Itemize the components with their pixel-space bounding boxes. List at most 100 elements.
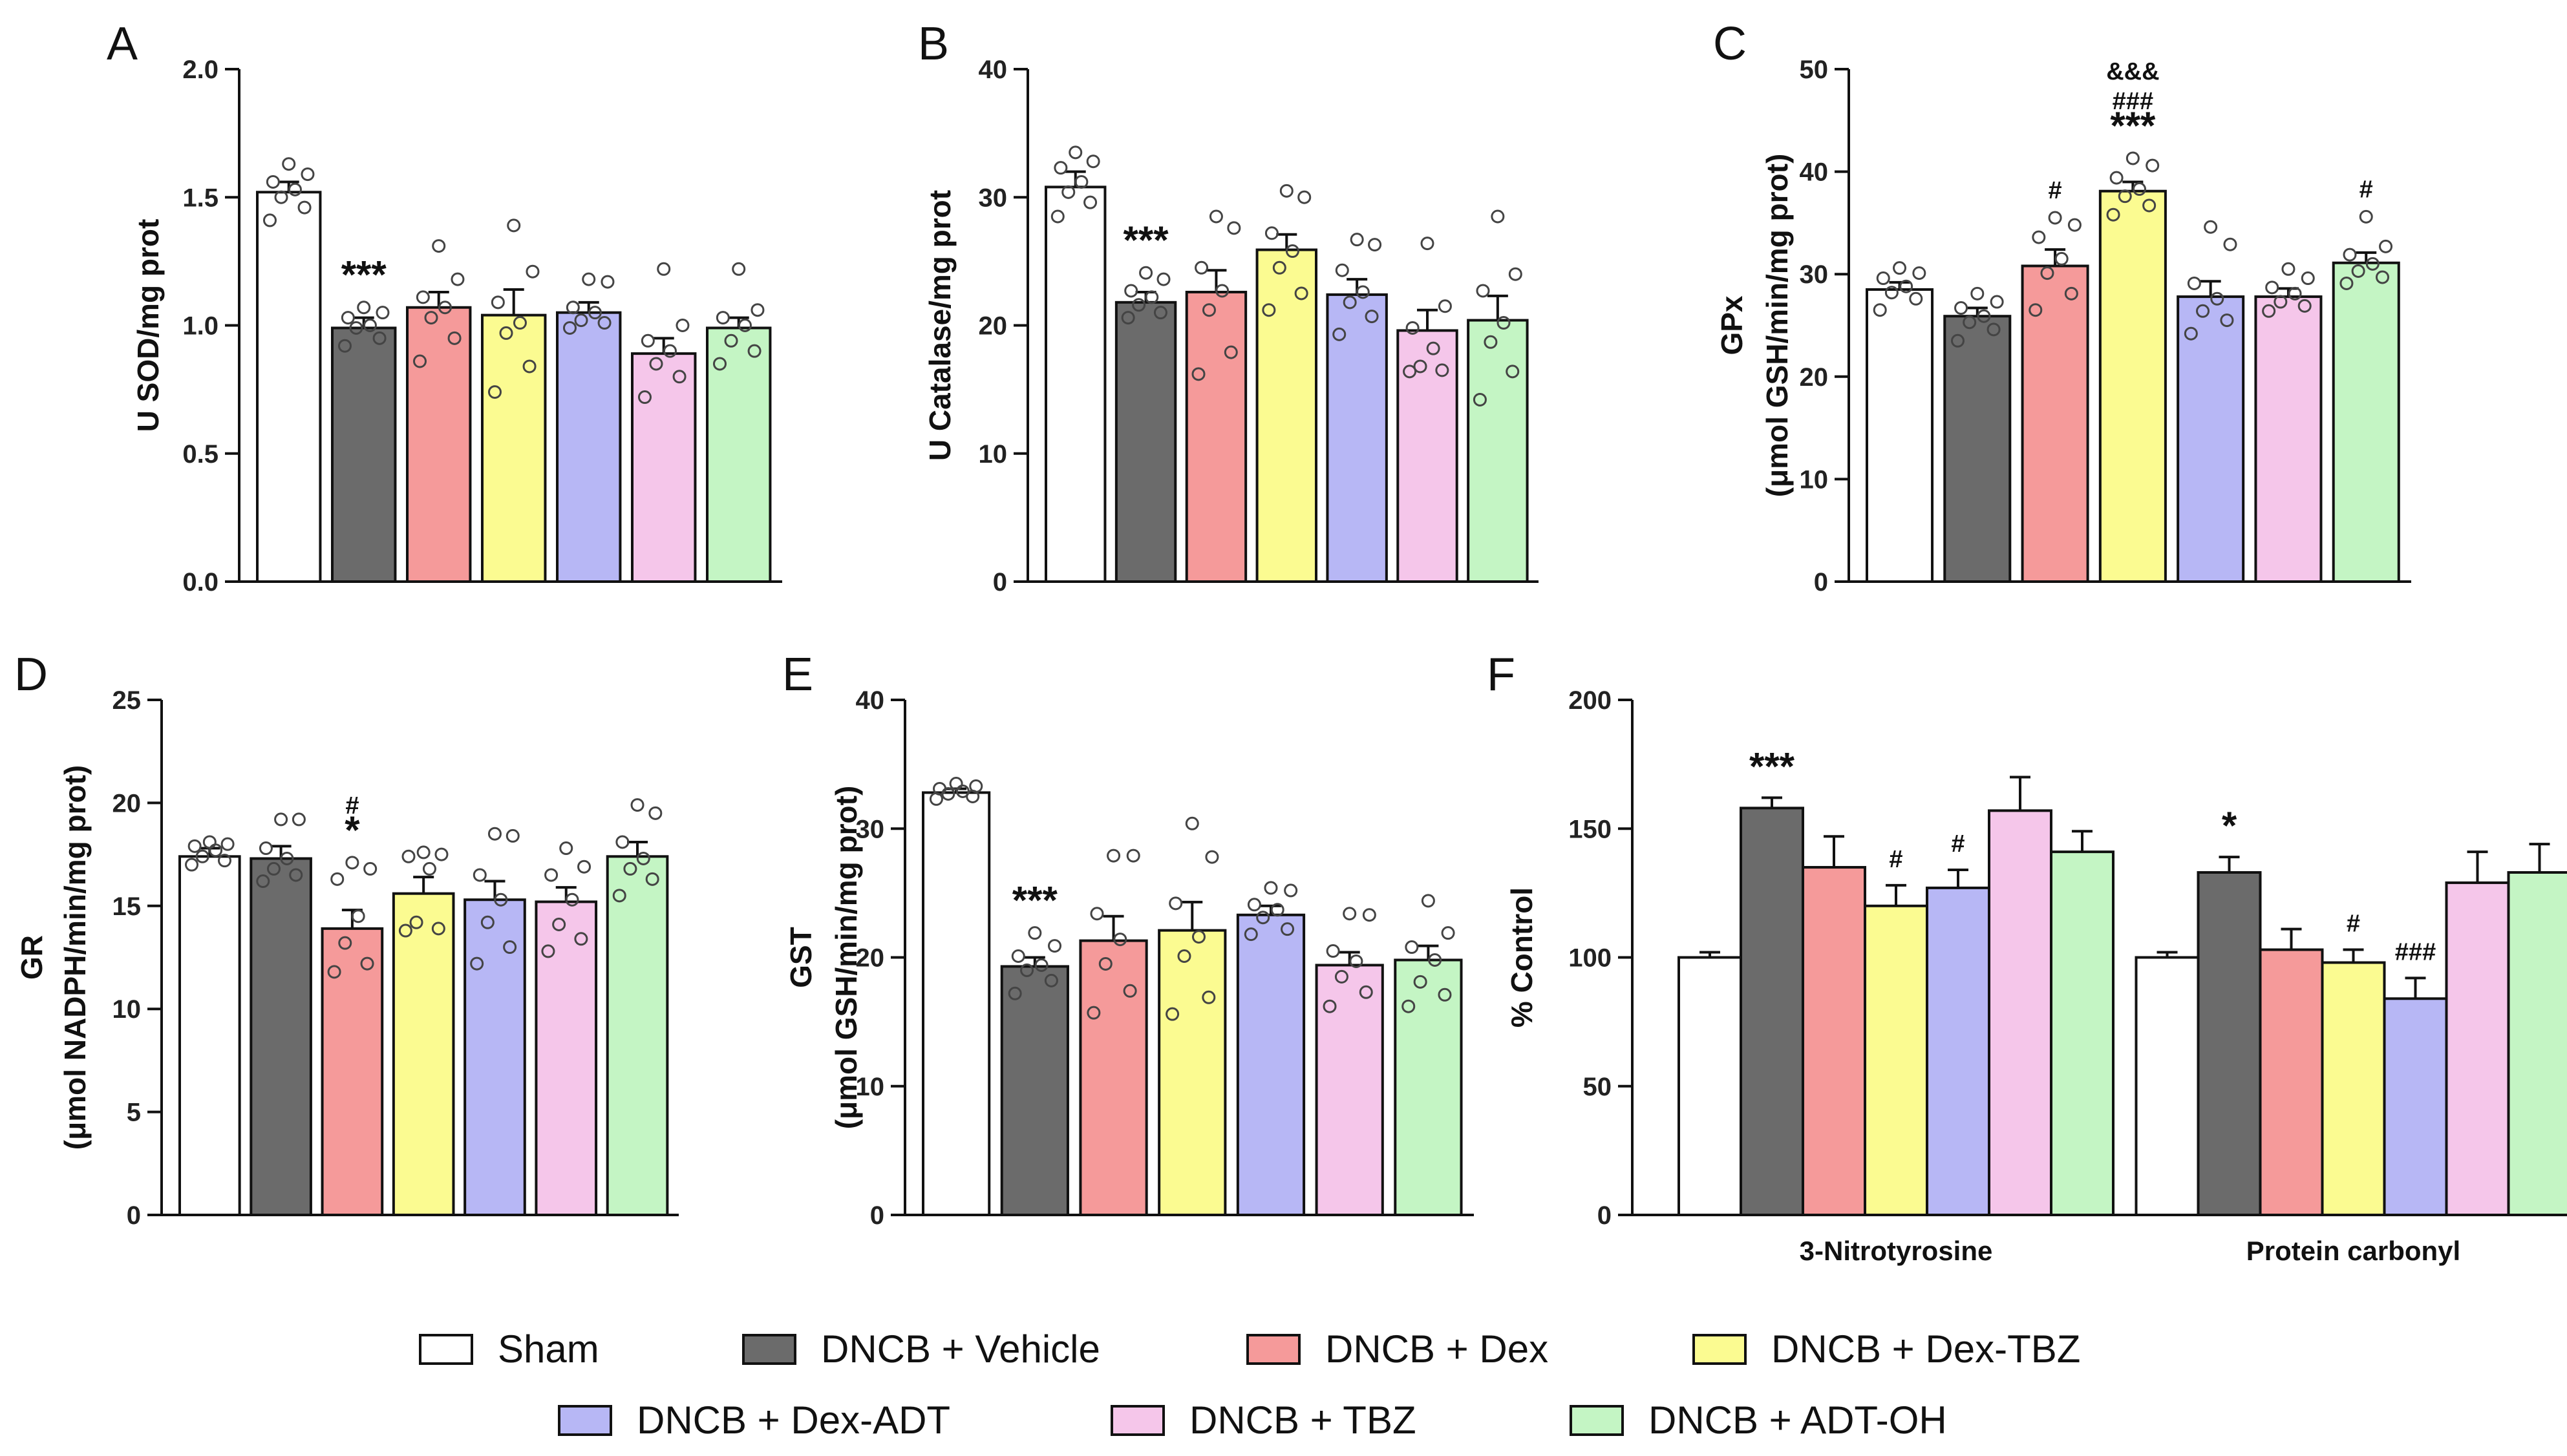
data-point <box>1365 310 1379 324</box>
significance-label: * <box>2222 804 2237 847</box>
panel-b: 0 10 20 30 40 U Catalase/mg prot B *** <box>918 18 1539 596</box>
bar-e-6 <box>1315 964 1384 1216</box>
data-point <box>601 275 615 289</box>
bar-d-2 <box>250 857 312 1216</box>
y-tick-label: 0 <box>127 1201 141 1230</box>
bar-a-2 <box>331 326 397 583</box>
data-point <box>416 290 430 304</box>
data-point <box>1912 266 1926 280</box>
data-point <box>1873 303 1887 317</box>
significance-label: *** <box>1012 879 1058 922</box>
data-point <box>438 301 452 315</box>
data-point <box>2359 209 2373 224</box>
data-point <box>1368 238 1382 252</box>
significance-label: *** <box>1749 744 1795 788</box>
data-point <box>2142 198 2157 213</box>
data-point <box>1264 881 1278 895</box>
chart-panels: 0.0 0.5 1.0 1.5 2.0 U SOD/mg prot A *** 0 10 20 30 4… <box>14 18 2567 1266</box>
data-point <box>724 333 738 348</box>
data-point <box>1028 926 1042 940</box>
data-point <box>2223 237 2237 251</box>
data-point <box>292 812 306 827</box>
legend-label: DNCB + Dex-TBZ <box>1771 1327 2080 1371</box>
data-point <box>1970 286 1985 301</box>
data-point <box>1421 894 1435 908</box>
panel-letter: B <box>918 18 949 70</box>
data-point <box>2204 220 2218 234</box>
legend-item: DNCB + Dex-ADT <box>558 1398 950 1442</box>
y-tick-label: 10 <box>979 440 1008 469</box>
data-point <box>732 262 746 276</box>
y-tick-label: 0 <box>993 568 1007 596</box>
data-point <box>424 311 438 325</box>
data-point <box>1335 263 1349 277</box>
legend-item: DNCB + Dex-TBZ <box>1692 1327 2080 1371</box>
data-point <box>2048 211 2062 225</box>
data-point <box>338 936 352 950</box>
panel-letter: E <box>782 649 813 701</box>
data-point <box>1334 969 1348 984</box>
data-point <box>2118 189 2132 204</box>
bar-e-4 <box>1158 929 1227 1216</box>
data-point <box>2288 286 2302 301</box>
bar-d-3 <box>321 927 384 1217</box>
data-point <box>2375 270 2389 284</box>
data-point <box>1349 954 1363 968</box>
data-point <box>2301 271 2315 286</box>
data-point <box>2029 303 2043 317</box>
y-tick-label: 0.0 <box>182 568 218 596</box>
y-tick-label: 10 <box>112 995 142 1024</box>
data-point <box>641 333 655 348</box>
bar-f-2-2 <box>2197 870 2262 1216</box>
data-point <box>1098 956 1113 971</box>
y-tick-label: 20 <box>112 789 142 818</box>
data-point <box>1086 154 1100 169</box>
data-point <box>1405 940 1419 955</box>
data-point <box>1343 295 1357 310</box>
panel-letter: D <box>14 649 48 701</box>
bar-d-6 <box>535 900 598 1216</box>
data-point <box>1153 306 1167 320</box>
data-point <box>259 841 273 856</box>
data-point <box>1491 209 1505 224</box>
significance-label: # <box>1889 846 1902 873</box>
significance-label: # <box>2359 176 2373 203</box>
data-point <box>2032 230 2046 244</box>
data-point <box>2196 304 2210 318</box>
data-point <box>2187 276 2201 290</box>
y-tick-label: 5 <box>127 1099 141 1127</box>
legend-item: DNCB + Dex <box>1246 1327 1548 1371</box>
y-axis-title: GPx <box>1715 295 1749 355</box>
bar-b-2 <box>1114 301 1177 583</box>
data-point <box>1909 291 1923 306</box>
significance-label: * <box>345 808 360 852</box>
data-point <box>412 354 427 368</box>
data-point <box>1326 944 1340 958</box>
significance-label: &&& <box>2106 58 2159 85</box>
data-point <box>1074 174 1089 189</box>
data-point <box>1428 953 1442 967</box>
legend-swatch <box>1570 1405 1624 1436</box>
x-category-label: 3-Nitrotyrosine <box>1800 1236 1993 1266</box>
y-tick-label: 15 <box>112 892 142 921</box>
legend-label: DNCB + TBZ <box>1189 1398 1416 1442</box>
data-point <box>2274 295 2288 309</box>
y-axis-title: GR <box>15 935 48 980</box>
data-point <box>1139 266 1153 280</box>
legend-label: DNCB + Vehicle <box>821 1327 1100 1371</box>
data-point <box>1126 849 1140 863</box>
data-point <box>1281 922 1295 936</box>
data-point <box>288 182 302 196</box>
data-point <box>582 272 596 286</box>
bar-e-5 <box>1236 913 1306 1217</box>
data-point <box>2054 251 2069 266</box>
data-point <box>541 944 555 958</box>
bar-e-2 <box>1000 965 1069 1216</box>
data-point <box>1247 898 1261 912</box>
data-point <box>562 321 577 335</box>
data-point <box>1123 984 1137 998</box>
data-point <box>2281 262 2295 276</box>
data-point <box>2339 276 2354 290</box>
data-point <box>1169 896 1183 911</box>
